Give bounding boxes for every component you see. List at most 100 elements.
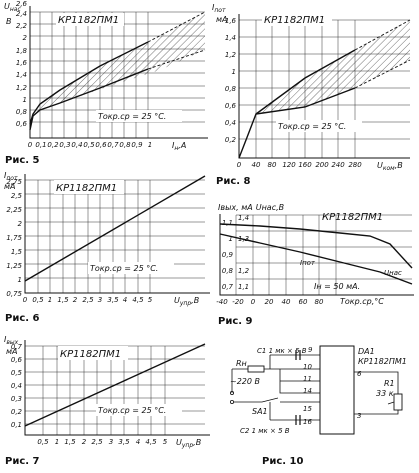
fig5-ytick-8: 2,2 (16, 22, 28, 30)
fig5-xtick-8: 0,8 (119, 141, 131, 149)
fig5-xtick-0: 0 (28, 141, 33, 149)
fig6-ytick-2: 1,25 (6, 262, 22, 270)
fig5-temp-bg (96, 110, 182, 122)
fig10-pin-6: 6 (357, 370, 362, 378)
fig10-r1-value: 33 к (376, 389, 394, 398)
fig6-xtick-4: 2 (73, 296, 78, 304)
fig9-ytickr-3: 1,4 (238, 214, 249, 222)
fig7-xtick-4: 2,5 (91, 438, 103, 446)
fig8-upper-dash (354, 19, 411, 51)
fig6-xtick-1: 0,5 (32, 296, 44, 304)
fig7-line (24, 343, 206, 427)
fig10-ic-body (319, 345, 355, 435)
fig5-x-label: Iн,А (172, 141, 186, 152)
fig6-chart: 0,75 1 1,25 1,5 1,75 2 2,25 2,5 2,75 0 0… (4, 171, 210, 324)
fig8-lower-dash (354, 59, 411, 89)
fig10-sa1-label: SA1 (252, 407, 268, 416)
fig7-ytick-2: 0,3 (11, 395, 22, 403)
fig6-y-ticks: 0,75 1 1,25 1,5 1,75 2 2,25 2,5 2,75 (6, 178, 22, 298)
fig7-ytick-5: 0,6 (11, 356, 23, 364)
fig9-xtick-5: 60 (299, 298, 308, 306)
fig6-chip-label: КР1182ПМ1 (56, 183, 117, 194)
fig8-xtick-6: 240 (331, 161, 345, 169)
fig5-xtick-6: 0,6 (95, 141, 107, 149)
fig7-chip-label: КР1182ПМ1 (60, 349, 121, 360)
fig6-xtick-3: 1,5 (57, 296, 69, 304)
fig7-ytick-4: 0,5 (11, 369, 23, 377)
fig5-ytick-5: 1,6 (16, 59, 28, 67)
fig5-temp: Tокр.ср = 25 °C. (98, 112, 166, 121)
fig9-axes (219, 207, 414, 296)
fig6-ytick-3: 1,5 (11, 248, 23, 256)
fig8-ytick-5: 1,2 (225, 51, 237, 59)
fig8-y-unit: мА (216, 15, 228, 24)
fig6-temp: Tокр.ср = 25 °C. (90, 264, 158, 273)
fig7-ytick-3: 0,4 (11, 382, 22, 390)
fig7-xtick-1: 1 (55, 438, 59, 446)
fig7-temp-bg (96, 404, 182, 416)
fig10-mains-terminal-a (229, 390, 234, 395)
fig7-xtick-6: 3,5 (118, 438, 130, 446)
fig10-pin-10: 10 (303, 363, 312, 371)
fig5-xtick-4: 0,4 (71, 141, 82, 149)
fig5-ytick-7: 2 (23, 34, 28, 42)
fig7-xtick-8: 4,5 (145, 438, 157, 446)
fig10-pin-3: 3 (357, 412, 361, 420)
fig7-caption: Рис. 7 (5, 456, 40, 467)
fig6-temp-bg (88, 262, 174, 274)
fig10-r1-wiper (387, 401, 395, 405)
fig9-ytickl-0: 0,7 (222, 283, 234, 291)
fig8-hatch-band (256, 20, 410, 114)
fig7-ytick-0: 0,1 (11, 421, 22, 429)
fig10-mains-terminal-b (229, 399, 234, 404)
fig5-xtick-1: 0,1 (35, 141, 46, 149)
fig9-xtick-1: -20 (232, 298, 244, 306)
fig9-y-ticks-left: 0,7 0,8 0,9 1 1,1 (222, 219, 234, 291)
fig9-curve-label-unas: Uнас (384, 269, 402, 277)
fig5-y-unit: В (6, 17, 12, 26)
fig5-ytick-1: 0,8 (16, 108, 28, 116)
fig6-y-unit: мА (4, 182, 16, 191)
fig5-hatch-band (30, 12, 205, 124)
fig9-ytickl-3: 1 (229, 235, 233, 243)
fig6-ytick-6: 2,25 (6, 206, 22, 214)
fig10-rn-resistor (247, 365, 265, 373)
fig8-ytick-1: 0,4 (225, 119, 236, 127)
fig6-xtick-5: 2,5 (82, 296, 94, 304)
fig5-xtick-10: 1 (148, 141, 152, 149)
fig5-ytick-6: 1,8 (16, 47, 28, 55)
fig10-mains-label: ~220 В (230, 377, 260, 386)
fig5-ytick-4: 1,4 (16, 71, 27, 79)
fig7-y-ticks: 0,1 0,2 0,3 0,4 0,5 0,6 0,7 (11, 343, 23, 429)
fig7-chart: 0,1 0,2 0,3 0,4 0,5 0,6 0,7 0,5 1 1,5 2 … (4, 335, 210, 467)
fig7-x-label: Uупр,В (176, 438, 201, 449)
fig9-ytickl-1: 0,8 (222, 267, 234, 275)
fig8-temp: Tокр.ср = 25 °C. (278, 122, 346, 131)
fig8-ytick-4: 1 (232, 68, 236, 76)
fig6-axes (24, 174, 210, 294)
fig6-ytick-0: 0,75 (6, 290, 22, 298)
fig10-c1-label: C1 1 мк × 5 В (257, 347, 307, 355)
fig5-y-label: Uнас (4, 2, 21, 13)
fig5-chip-label: КР1182ПМ1 (58, 15, 119, 26)
fig8-y-label: Iпот (212, 3, 226, 14)
fig10-pin-11: 11 (303, 375, 312, 383)
fig5-lower-curve (29, 68, 149, 131)
fig7-xtick-9: 5 (163, 438, 168, 446)
fig5-chip-bg (56, 13, 124, 26)
fig5-caption: Рис. 5 (5, 155, 40, 166)
fig8-ytick-6: 1,4 (225, 34, 236, 42)
fig9-xtick-2: 0 (251, 298, 256, 306)
fig7-temp: Tокр.ср = 25 °C. (98, 406, 166, 415)
fig5-lower-dash (147, 49, 206, 70)
fig7-xtick-7: 4 (136, 438, 140, 446)
fig5-ytick-10: 2,6 (16, 0, 28, 8)
fig8-xtick-2: 80 (268, 161, 277, 169)
fig5-x-ticks: 0 0,1 0,2 0,3 0,4 0,5 0,6 0,7 0,8 0,9 1 (28, 141, 152, 149)
fig8-x-ticks: 0 40 80 120 160 200 240 280 (237, 161, 362, 169)
fig6-xtick-7: 3,5 (107, 296, 119, 304)
fig9-curve-unas (219, 233, 413, 285)
fig10-wire-r1 (354, 371, 399, 415)
fig10-c2-label: C2 1 мк × 5 В (240, 427, 290, 435)
fig9-x-label: Tокр.ср,°C (340, 297, 384, 306)
